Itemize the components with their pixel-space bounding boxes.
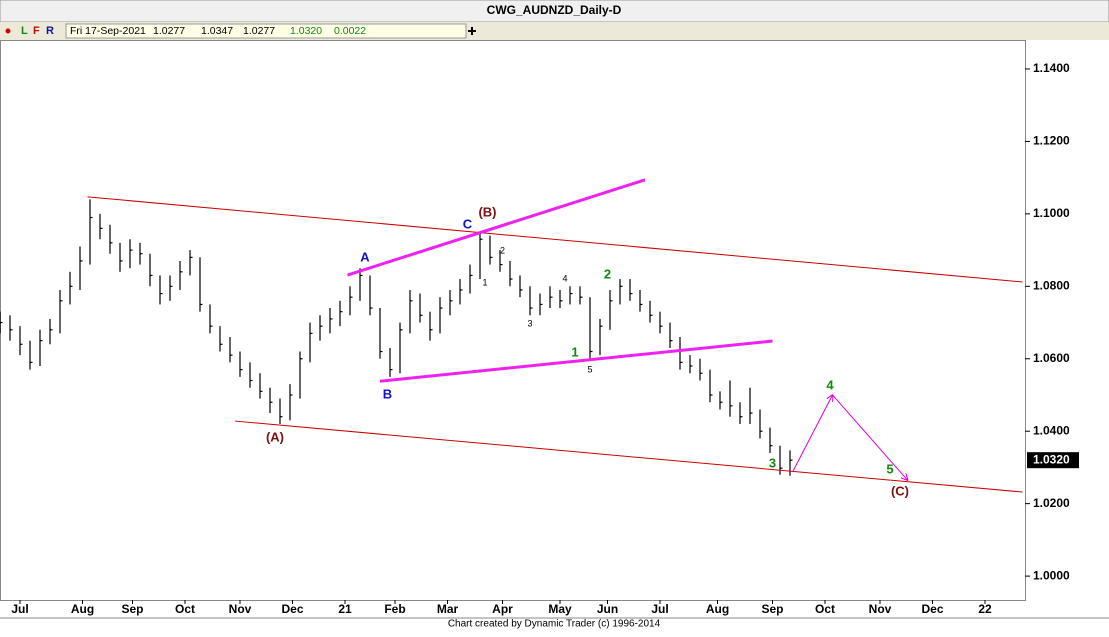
channel-line	[234, 420, 1023, 493]
y-tick-label: 1.0600	[1033, 351, 1070, 365]
plot-layer: 1.0000 1.0200 1.0400 1.0600 1.0800 1.1000 1.12…	[0, 61, 1079, 616]
x-tick-label: Feb	[384, 602, 405, 616]
quote-high: 1.0347	[201, 25, 233, 37]
y-tick-label: 1.1400	[1033, 61, 1070, 75]
channel-line	[87, 196, 1023, 283]
wave-label: 5	[886, 461, 893, 476]
wave-label: 2	[500, 246, 505, 256]
projection-line	[792, 395, 833, 473]
wave-label: 2	[604, 267, 611, 282]
x-tick-label: 22	[978, 602, 992, 616]
quote-date: Fri 17-Sep-2021	[70, 25, 146, 37]
window-title: CWG_AUDNZD_Daily-D	[487, 3, 622, 17]
y-tick-label: 1.0000	[1033, 568, 1070, 582]
y-tick-label: 1.1200	[1033, 134, 1070, 148]
status-dot	[5, 28, 11, 34]
price-axis	[1026, 40, 1109, 618]
x-tick-label: Dec	[281, 602, 303, 616]
wave-label: 1	[571, 344, 578, 359]
trend-line	[347, 178, 646, 277]
toolbar-button[interactable]: R	[46, 25, 54, 37]
quote-open: 1.0277	[153, 25, 185, 37]
toolbar-button[interactable]: F	[33, 25, 40, 37]
wave-label: 5	[587, 364, 592, 374]
x-tick-label: Jul	[11, 602, 28, 616]
wave-label: 4	[562, 273, 567, 283]
x-tick-label: Nov	[229, 602, 252, 616]
x-tick-label: May	[548, 602, 572, 616]
x-tick-label: Mar	[437, 602, 459, 616]
x-tick-label: Nov	[869, 602, 892, 616]
x-tick-label: 21	[338, 602, 352, 616]
wave-label: (A)	[266, 430, 284, 445]
quote-close: 1.0320	[290, 25, 322, 37]
wave-label: A	[360, 249, 370, 264]
y-tick-label: 1.0200	[1033, 496, 1070, 510]
plot-area	[0, 40, 1026, 601]
last-price-label: 1.0320	[1033, 452, 1070, 466]
x-tick-label: Oct	[175, 602, 195, 616]
footer-credit: Chart created by Dynamic Trader (c) 1996…	[448, 619, 661, 630]
wave-label: (C)	[891, 483, 909, 498]
wave-label: B	[383, 386, 392, 401]
quote-low: 1.0277	[243, 25, 275, 37]
y-tick-label: 1.1000	[1033, 206, 1070, 220]
wave-label: (B)	[478, 205, 496, 220]
quote-field	[65, 23, 467, 39]
x-tick-label: Jul	[651, 602, 668, 616]
y-tick-label: 1.0800	[1033, 278, 1070, 292]
x-tick-label: Aug	[706, 602, 729, 616]
projection-line	[832, 394, 908, 480]
wave-label: 3	[769, 456, 776, 471]
x-tick-label: Oct	[815, 602, 835, 616]
x-tick-label: Jun	[597, 602, 618, 616]
toolbar-button[interactable]: L	[21, 25, 28, 37]
wave-label: 1	[482, 277, 487, 287]
x-tick-label: Sep	[761, 602, 783, 616]
wave-label: C	[463, 217, 473, 232]
add-button[interactable]	[468, 27, 476, 35]
quote-change: 0.0022	[334, 25, 366, 37]
x-tick-label: Apr	[492, 602, 513, 616]
x-tick-label: Aug	[71, 602, 94, 616]
x-tick-label: Dec	[921, 602, 943, 616]
wave-label: 4	[826, 377, 834, 392]
y-tick-label: 1.0400	[1033, 423, 1070, 437]
last-price-flag	[1027, 452, 1079, 469]
x-tick-label: Sep	[121, 602, 143, 616]
wave-label: 3	[527, 318, 532, 328]
trend-line	[379, 339, 773, 383]
